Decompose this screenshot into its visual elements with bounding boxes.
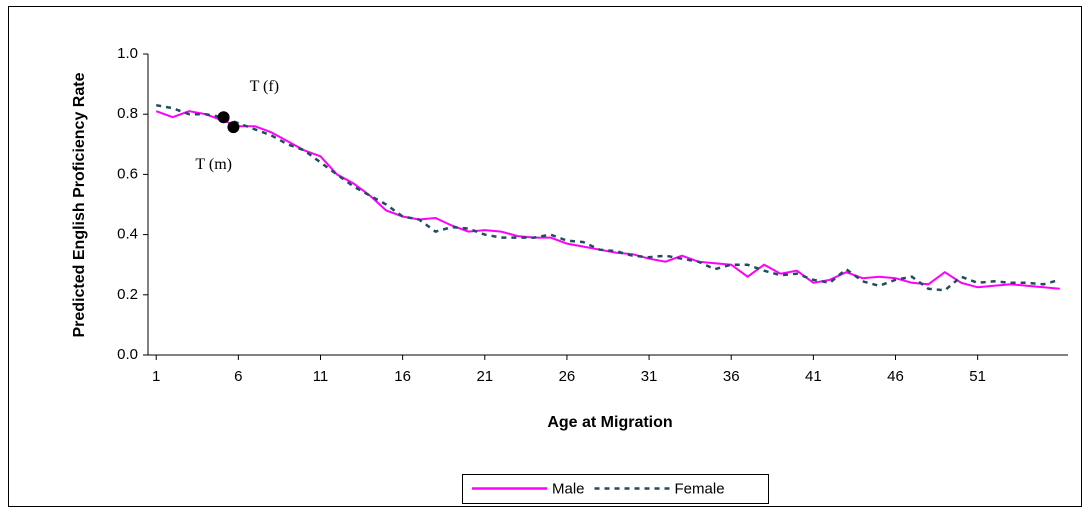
x-tick-label: 46 — [887, 368, 904, 385]
x-tick-label: 51 — [969, 368, 986, 385]
legend-label: Female — [675, 480, 725, 497]
y-tick-label: 0.2 — [117, 286, 138, 303]
x-tick-label: 26 — [559, 368, 576, 385]
x-tick-label: 21 — [476, 368, 493, 385]
y-tick-label: 0.4 — [117, 226, 138, 243]
y-axis-title: Predicted English Proficiency Rate — [71, 72, 88, 337]
line-series — [155, 110, 1060, 290]
y-tick-label: 0.8 — [117, 105, 138, 122]
x-tick-label: 41 — [805, 368, 822, 385]
chart-frame — [8, 6, 1082, 507]
point-label: T (m) — [195, 156, 232, 173]
y-tick-label: 0.0 — [117, 346, 138, 363]
point-marker — [217, 111, 230, 124]
x-tick-label: 31 — [641, 368, 658, 385]
point-label: T (f) — [250, 78, 279, 95]
point-marker — [227, 121, 240, 134]
x-tick-label: 16 — [394, 368, 411, 385]
x-tick-label: 11 — [313, 368, 329, 385]
x-tick-label: 1 — [152, 368, 160, 385]
x-tick-label: 6 — [234, 368, 242, 385]
x-axis-title: Age at Migration — [547, 414, 672, 431]
y-tick-label: 0.6 — [117, 165, 138, 182]
x-tick-label: 36 — [723, 368, 740, 385]
legend-label: Male — [552, 480, 585, 497]
y-tick-label: 1.0 — [117, 45, 138, 62]
